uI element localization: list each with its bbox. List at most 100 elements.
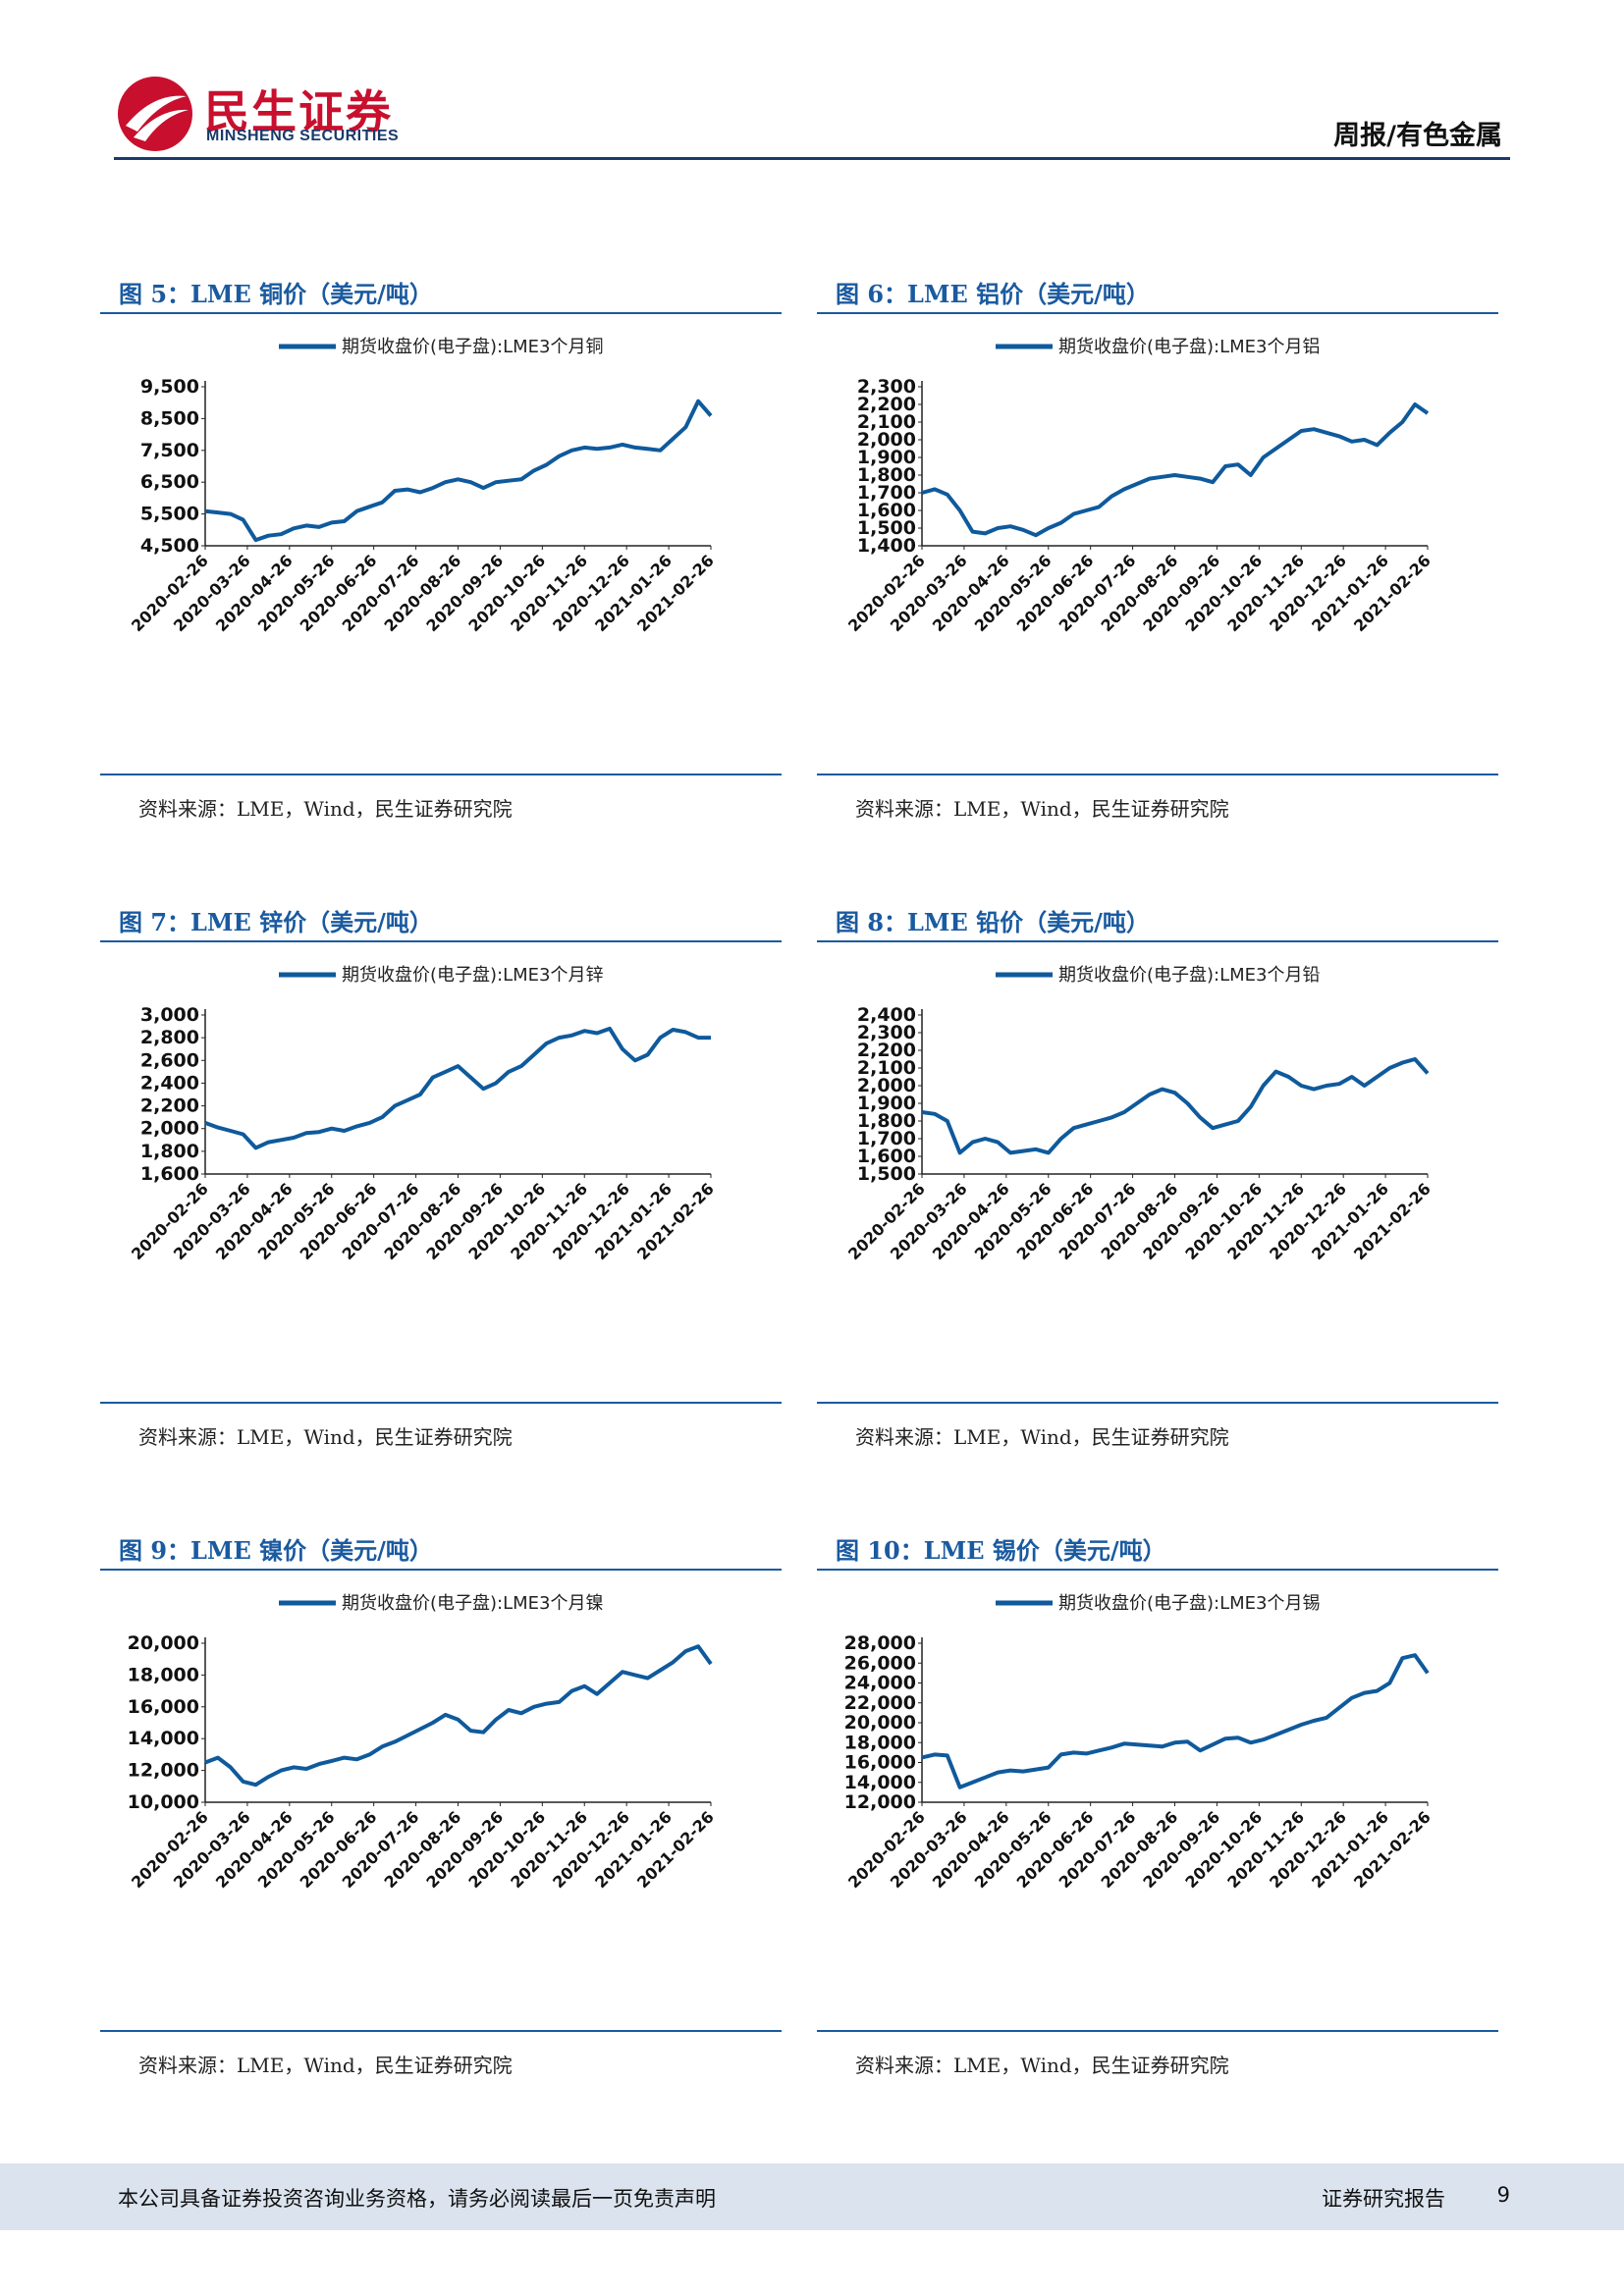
figure-panel-aluminum: 图 6：LME 铝价（美元/吨） 期货收盘价(电子盘):LME3个月铝 1,400… [817, 275, 1498, 903]
page-footer: 本公司具备证券投资咨询业务资格，请务必阅读最后一页免责声明 证券研究报告 9 [0, 2163, 1624, 2230]
chart-legend: 期货收盘价(电子盘):LME3个月锡 [996, 1593, 1321, 1614]
chart-legend: 期货收盘价(电子盘):LME3个月铅 [996, 965, 1321, 986]
figure-title-rule [817, 1569, 1498, 1571]
footer-disclaimer: 本公司具备证券投资咨询业务资格，请务必阅读最后一页免责声明 [118, 2187, 716, 2211]
y-tick-label: 2,100 [857, 411, 916, 433]
figure-panel-zinc: 图 7：LME 锌价（美元/吨） 期货收盘价(电子盘):LME3个月锌 1,600… [100, 903, 782, 1531]
series-line [921, 1057, 1430, 1155]
chart-aluminum: 期货收盘价(电子盘):LME3个月铝 1,400 1,500 1,600 1,700 1,… [817, 318, 1498, 677]
series-line [921, 1653, 1430, 1789]
y-tick-label: 2,000 [857, 429, 916, 451]
y-tick-label: 18,000 [128, 1664, 199, 1685]
y-tick-label: 8,500 [140, 407, 199, 429]
figure-source: 资料来源：LME，Wind，民生证券研究院 [855, 2054, 1229, 2077]
y-tick-label: 18,000 [844, 1732, 916, 1753]
figure-title-rule [100, 1569, 782, 1571]
y-tick-label: 16,000 [128, 1696, 199, 1718]
minsheng-logo-mark-icon [118, 77, 192, 151]
legend-label: 期货收盘价(电子盘):LME3个月铜 [342, 337, 604, 357]
y-tick-label: 6,500 [140, 471, 199, 493]
y-tick-label: 20,000 [844, 1712, 916, 1734]
figure-source: 资料来源：LME，Wind，民生证券研究院 [855, 797, 1229, 821]
y-tick-label: 5,500 [140, 504, 199, 525]
figure-source: 资料来源：LME，Wind，民生证券研究院 [138, 2054, 513, 2077]
line-chart: 期货收盘价(电子盘):LME3个月锡 12,00014,00016,00018,0… [844, 1593, 1435, 1892]
figure-bottom-rule [817, 774, 1498, 775]
series-line [204, 1026, 711, 1150]
y-tick-label: 1,800 [857, 1110, 916, 1132]
figure-title: 图 10：LME 锡价（美元/吨） [836, 1536, 1166, 1565]
figure-bottom-rule [100, 774, 782, 775]
y-tick-label: 2,800 [140, 1027, 199, 1048]
y-tick-label: 14,000 [844, 1772, 916, 1793]
figure-title: 图 8：LME 铅价（美元/吨） [836, 908, 1150, 936]
y-tick-label: 2,000 [140, 1118, 199, 1140]
figure-panel-copper: 图 5：LME 铜价（美元/吨） 期货收盘价(电子盘):LME3个月铜 4,500… [100, 275, 782, 903]
chart-legend: 期货收盘价(电子盘):LME3个月铜 [279, 337, 604, 357]
y-tick-label: 26,000 [844, 1652, 916, 1674]
legend-label: 期货收盘价(电子盘):LME3个月镍 [342, 1593, 604, 1614]
figure-bottom-rule [100, 1402, 782, 1404]
y-tick-label: 2,200 [857, 1040, 916, 1061]
y-tick-label: 1,600 [857, 500, 916, 521]
page-header: 民生证券 MINSHENG SECURITIES 周报/有色金属 [0, 0, 1624, 167]
minsheng-logo: 民生证券 MINSHENG SECURITIES [116, 75, 410, 153]
y-tick-label: 1,900 [857, 447, 916, 468]
chart-zinc: 期货收盘价(电子盘):LME3个月锌 1,600 1,800 2,000 2,200 2,… [100, 946, 782, 1306]
y-tick-label: 1,800 [857, 464, 916, 486]
figure-panel-nickel: 图 9：LME 镍价（美元/吨） 期货收盘价(电子盘):LME3个月镍 10,00… [100, 1531, 782, 2160]
chart-legend: 期货收盘价(电子盘):LME3个月铝 [996, 337, 1321, 357]
y-tick-label: 2,000 [857, 1075, 916, 1096]
y-tick-label: 12,000 [128, 1760, 199, 1782]
figure-title-rule [100, 940, 782, 942]
figure-title: 图 7：LME 锌价（美元/吨） [119, 908, 433, 936]
y-tick-label: 2,200 [140, 1095, 199, 1117]
line-chart: 期货收盘价(电子盘):LME3个月锌1,6001,8002,0002,2002,… [128, 965, 718, 1263]
figure-bottom-rule [817, 1402, 1498, 1404]
y-tick-label: 1,600 [140, 1163, 199, 1185]
y-tick-label: 12,000 [844, 1791, 916, 1813]
figure-title: 图 5：LME 铜价（美元/吨） [119, 280, 433, 308]
line-chart: 期货收盘价(电子盘):LME3个月镍 10,000 12,000 14,000 16,0… [128, 1593, 718, 1892]
y-tick-label: 2,300 [857, 376, 916, 398]
figure-bottom-rule [817, 2030, 1498, 2032]
y-tick-label: 2,300 [857, 1022, 916, 1043]
legend-label: 期货收盘价(电子盘):LME3个月铝 [1058, 337, 1321, 357]
figure-title: 图 9：LME 镍价（美元/吨） [119, 1536, 433, 1565]
y-tick-label: 28,000 [844, 1632, 916, 1654]
y-tick-label: 1,700 [857, 482, 916, 504]
figure-title-rule [100, 312, 782, 314]
y-tick-label: 7,500 [140, 440, 199, 461]
chart-legend: 期货收盘价(电子盘):LME3个月锌 [279, 965, 604, 986]
figure-bottom-rule [100, 2030, 782, 2032]
y-tick-label: 22,000 [844, 1692, 916, 1714]
header-divider [114, 157, 1510, 160]
chart-tin: 期货收盘价(电子盘):LME3个月锡 12,000 14,000 16,000 18,0… [817, 1575, 1498, 1934]
figure-source: 资料来源：LME，Wind，民生证券研究院 [138, 1425, 513, 1449]
figure-title-rule [817, 312, 1498, 314]
y-tick-label: 16,000 [844, 1752, 916, 1774]
y-tick-label: 9,500 [140, 376, 199, 398]
y-tick-label: 24,000 [844, 1673, 916, 1694]
y-tick-label: 2,600 [140, 1049, 199, 1071]
figure-panel-tin: 图 10：LME 锡价（美元/吨） 期货收盘价(电子盘):LME3个月锡 12,0… [817, 1531, 1498, 2160]
figure-source: 资料来源：LME，Wind，民生证券研究院 [855, 1425, 1229, 1449]
logo-chinese-text: 民生证券 [204, 85, 393, 138]
series-line [204, 399, 713, 543]
report-category: 周报/有色金属 [1333, 121, 1502, 151]
figure-panel-lead: 图 8：LME 铅价（美元/吨） 期货收盘价(电子盘):LME3个月铅 1,500… [817, 903, 1498, 1531]
y-tick-label: 4,500 [140, 535, 199, 557]
y-tick-label: 1,500 [857, 1163, 916, 1185]
y-tick-label: 2,200 [857, 394, 916, 415]
y-tick-label: 3,000 [140, 1004, 199, 1026]
chart-nickel: 期货收盘价(电子盘):LME3个月镍 10,000 12,000 14,000 16,0… [100, 1575, 782, 1934]
y-tick-label: 14,000 [128, 1728, 199, 1749]
y-tick-label: 2,400 [140, 1072, 199, 1094]
y-tick-label: 2,100 [857, 1057, 916, 1079]
y-tick-label: 2,400 [857, 1004, 916, 1026]
y-tick-label: 1,800 [140, 1141, 199, 1162]
chart-lead: 期货收盘价(电子盘):LME3个月铅 1,500 1,600 1,700 1,800 1,… [817, 946, 1498, 1306]
y-tick-label: 20,000 [128, 1632, 199, 1654]
figure-source: 资料来源：LME，Wind，民生证券研究院 [138, 797, 513, 821]
logo-english-text: MINSHENG SECURITIES [206, 128, 400, 144]
